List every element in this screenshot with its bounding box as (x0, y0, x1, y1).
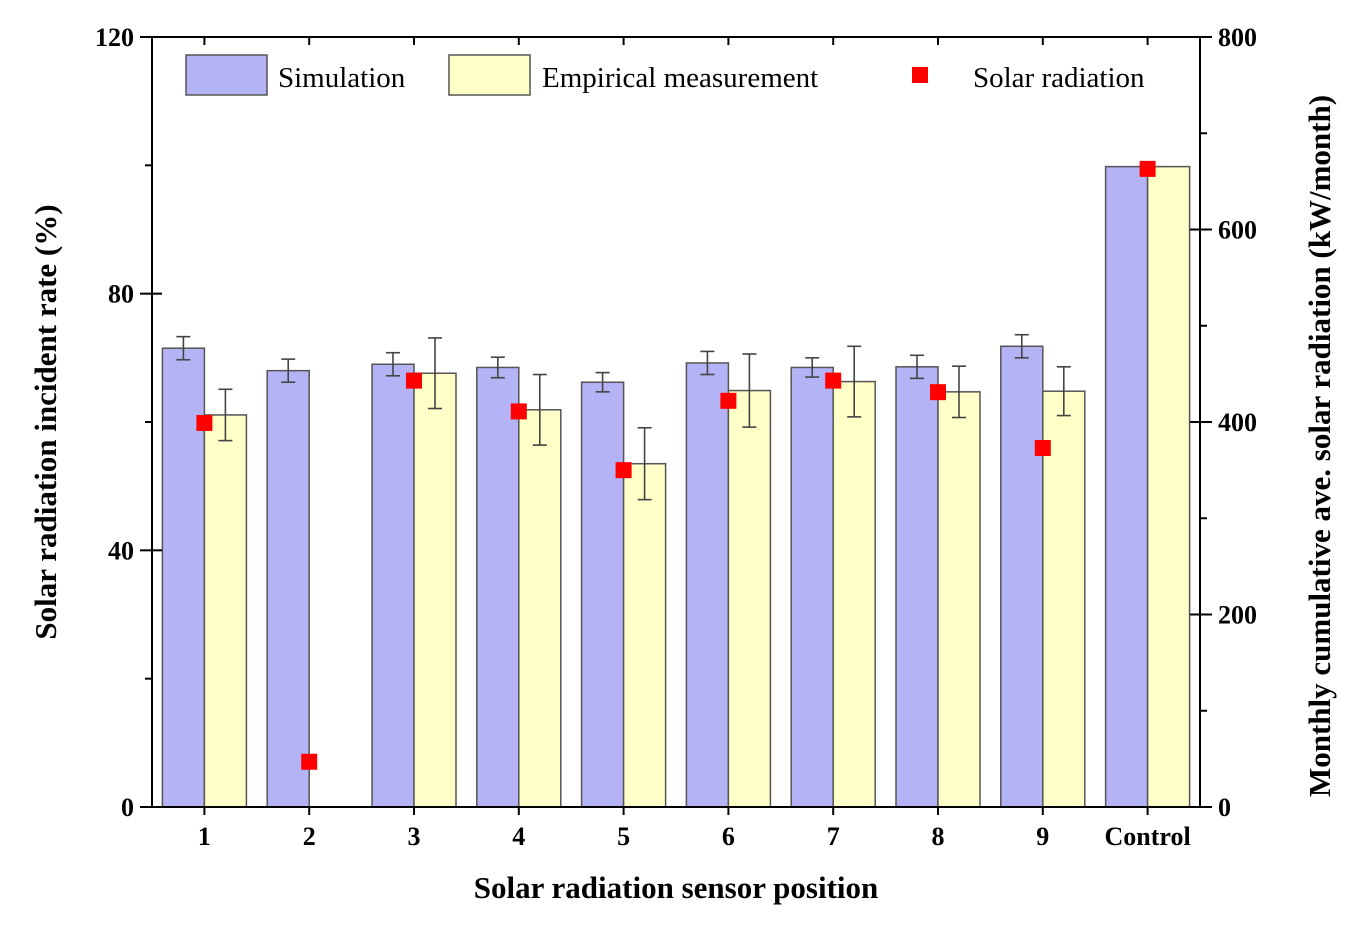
bar-simulation (1104, 165, 1149, 808)
y2-tick-label: 200 (1218, 601, 1257, 630)
bar-simulation (790, 366, 834, 808)
bars-layer (161, 165, 1191, 808)
bar-empirical (413, 372, 457, 808)
solar-radiation-point (615, 462, 632, 479)
y-tick-label: 40 (108, 536, 134, 565)
x-tick-label: 4 (512, 822, 525, 851)
x-tick-label: 2 (303, 822, 316, 851)
bar-empirical (622, 462, 667, 808)
bar-simulation (371, 363, 415, 808)
x-tick-label: 1 (198, 822, 211, 851)
y2-tick-label: 0 (1218, 793, 1231, 822)
legend-swatch-empirical (448, 54, 531, 96)
bar-simulation (266, 369, 310, 808)
solar-radiation-point (1139, 160, 1156, 177)
bar-simulation (1000, 345, 1044, 808)
solar-radiation-point (196, 414, 213, 431)
y2-tick-label: 400 (1218, 408, 1257, 437)
solar-radiation-point (930, 384, 946, 401)
legend-swatch-solar-radiation (912, 67, 928, 83)
bar-empirical (1146, 165, 1191, 808)
y2-tick-label: 600 (1218, 216, 1257, 245)
axes: 1 2 3 4 5 6 7 8 9 Control 0 40 80 120 0 200 400 600 800 (95, 23, 1257, 851)
solar-radiation-markers (196, 160, 1156, 770)
solar-radiation-point (825, 372, 842, 389)
legend-label-empirical: Empirical measurement (542, 62, 818, 94)
solar-radiation-point (1034, 439, 1051, 456)
x-tick-label: 6 (722, 822, 735, 851)
y-tick-label: 120 (95, 23, 134, 52)
x-axis-title: Solar radiation sensor position (474, 870, 879, 905)
bar-simulation (476, 366, 520, 808)
y-axis-title: Solar radiation incident rate (%) (28, 204, 63, 639)
x-tick-label: Control (1104, 822, 1190, 851)
x-tick-label: 8 (932, 822, 945, 851)
x-tick-label: 9 (1036, 822, 1049, 851)
legend-swatch-simulation (185, 54, 268, 96)
y-tick-label: 0 (121, 793, 134, 822)
solar-radiation-point (301, 753, 318, 770)
error-bars-layer (176, 333, 1071, 501)
solar-radiation-point (720, 392, 737, 409)
x-tick-label: 5 (617, 822, 630, 851)
bar-simulation (580, 381, 625, 808)
legend-label-simulation: Simulation (278, 62, 406, 94)
legend-label-solar-radiation: Solar radiation (973, 62, 1145, 94)
solar-radiation-point (510, 403, 527, 420)
bar-empirical (1042, 390, 1086, 808)
legend: Simulation Empirical measurement Solar rad… (185, 54, 1145, 96)
bar-simulation (895, 366, 939, 808)
y2-axis-title: Monthly cumulative ave. solar radiation … (1302, 95, 1337, 797)
y-tick-label: 80 (108, 280, 134, 309)
y2-tick-label: 800 (1218, 23, 1257, 52)
x-tick-label: 3 (408, 822, 421, 851)
bar-simulation (685, 362, 730, 808)
bar-empirical (727, 389, 772, 808)
solar-radiation-point (406, 372, 422, 389)
bar-empirical (518, 409, 562, 808)
bar-empirical (832, 380, 876, 808)
bar-empirical (937, 391, 981, 808)
x-tick-label: 7 (827, 822, 840, 851)
bar-empirical (203, 414, 248, 808)
